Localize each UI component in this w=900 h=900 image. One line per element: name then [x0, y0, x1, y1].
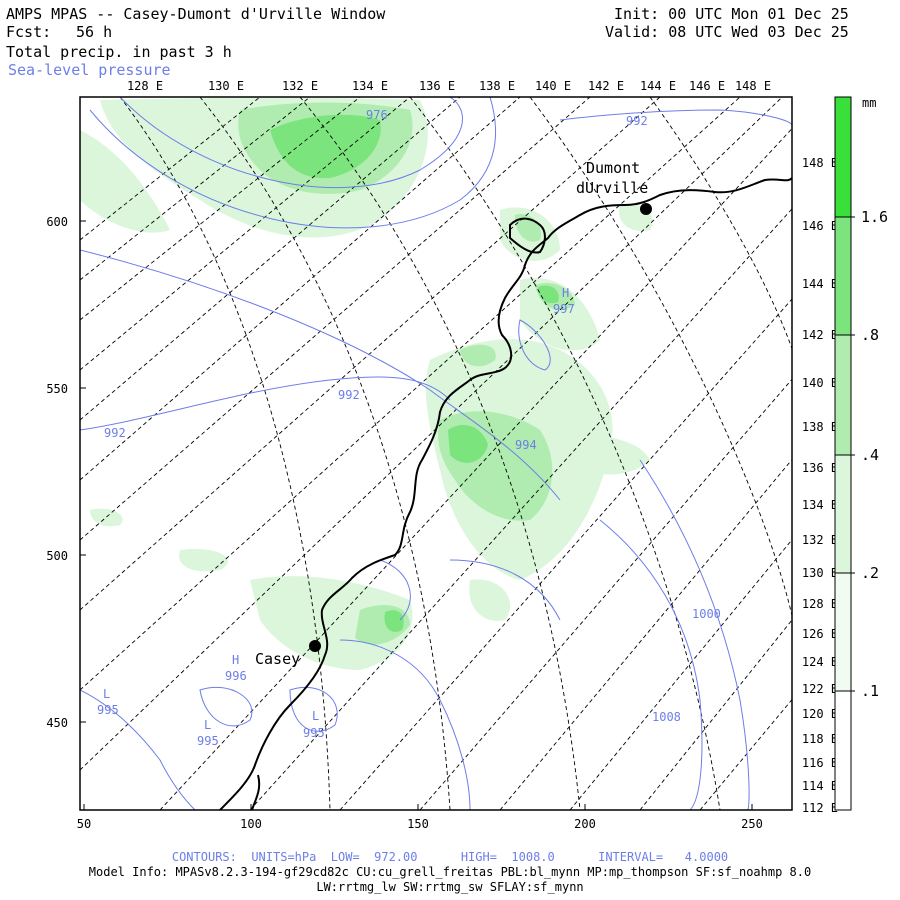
pressure-contours: [80, 97, 792, 810]
lon-label: 122 E: [802, 682, 838, 696]
contour-label: 995: [197, 734, 219, 748]
colorbar-segment: [835, 455, 851, 573]
lon-label: 118 E: [802, 732, 838, 746]
lon-label: 148 E: [735, 79, 771, 93]
model-info-line2: LW:rrtmg_lw SW:rrtmg_sw SFLAY:sf_mynn: [316, 880, 584, 894]
colorbar-level: .1: [861, 682, 879, 700]
left-ticks: [80, 220, 753, 810]
lon-label: 136 E: [802, 461, 838, 475]
init-time: Init: 00 UTC Mon 01 Dec 25: [614, 5, 849, 23]
contour-label: 994: [515, 438, 537, 452]
lon-label: 146 E: [689, 79, 725, 93]
station-label-casey: Casey: [255, 650, 300, 668]
colorbar-level: .8: [861, 326, 879, 344]
hl-label: L: [312, 709, 319, 723]
lon-label: 138 E: [802, 420, 838, 434]
colorbar-unit: mm: [862, 96, 876, 110]
lon-label: 138 E: [479, 79, 515, 93]
lon-label: 134 E: [352, 79, 388, 93]
contour-label: 992: [626, 114, 648, 128]
lon-label: 132 E: [282, 79, 318, 93]
contour-label: 1008: [652, 710, 681, 724]
contour-label: 996: [225, 669, 247, 683]
y-tick-label: 450: [46, 716, 68, 730]
lon-label: 144 E: [640, 79, 676, 93]
top-lon-labels: 128 E 130 E 132 E 134 E 136 E 138 E 140 …: [127, 79, 771, 93]
lon-label: 132 E: [802, 533, 838, 547]
contour-label: 995: [97, 703, 119, 717]
lon-label: 142 E: [802, 328, 838, 342]
bottom-axis-labels: 50 100 150 200 250: [77, 817, 763, 831]
lon-label: 124 E: [802, 655, 838, 669]
contour-label: 1000: [692, 607, 721, 621]
lon-label: 112 E: [802, 801, 838, 815]
colorbar-segment: [835, 335, 851, 455]
hl-label: H: [562, 286, 569, 300]
x-tick-label: 250: [741, 817, 763, 831]
contour-label: 976: [366, 108, 388, 122]
y-tick-label: 600: [46, 215, 68, 229]
lon-label: 136 E: [419, 79, 455, 93]
x-tick-label: 200: [574, 817, 596, 831]
coastline: [219, 177, 792, 810]
lon-label: 146 E: [802, 219, 838, 233]
station-label-dumont-line2: dUrville: [576, 179, 648, 197]
lon-label: 114 E: [802, 779, 838, 793]
valid-time: Valid: 08 UTC Wed 03 Dec 25: [605, 23, 849, 41]
right-lon-labels: 148 E 146 E 144 E 142 E 140 E 138 E 136 …: [802, 156, 838, 815]
lon-label: 130 E: [802, 566, 838, 580]
colorbar-level: 1.6: [861, 208, 888, 226]
hl-label: L: [103, 687, 110, 701]
x-tick-label: 50: [77, 817, 91, 831]
lon-label: 148 E: [802, 156, 838, 170]
lat-lon-grid: [80, 97, 792, 810]
lon-label: 142 E: [588, 79, 624, 93]
colorbar-segment: [835, 691, 851, 810]
field-name: Total precip. in past 3 h: [6, 43, 232, 61]
hl-label: H: [232, 653, 239, 667]
lon-label: 128 E: [802, 597, 838, 611]
lon-label: 140 E: [535, 79, 571, 93]
lon-label: 140 E: [802, 376, 838, 390]
colorbar-segment: [835, 217, 851, 335]
lon-label: 134 E: [802, 498, 838, 512]
station-label-dumont-line1: Dumont: [586, 159, 640, 177]
colorbar-segment: [835, 97, 851, 217]
model-info: Model Info: MPASv8.2.3-194-gf29cd82c CU:…: [88, 865, 812, 879]
y-tick-label: 500: [46, 549, 68, 563]
dumont-durville-station-marker: [640, 203, 652, 215]
lon-label: 126 E: [802, 627, 838, 641]
contour-label: 995: [303, 726, 325, 740]
x-tick-label: 100: [240, 817, 262, 831]
contour-label: 992: [104, 426, 126, 440]
lon-label: 130 E: [208, 79, 244, 93]
contour-labels: 976 992 992 992 994 997 996 995 995 995 …: [97, 108, 721, 748]
map-border: [79, 96, 793, 811]
colorbar-border: [834, 96, 852, 811]
contour-label: 997: [553, 302, 575, 316]
casey-station-marker: [309, 640, 321, 652]
lon-label: 116 E: [802, 756, 838, 770]
left-axis-labels: 600 550 500 450: [46, 215, 68, 730]
lon-label: 120 E: [802, 707, 838, 721]
precip-heavy: [270, 114, 559, 632]
forecast-hours: 56 h: [76, 23, 113, 41]
y-tick-label: 550: [46, 382, 68, 396]
x-tick-label: 150: [407, 817, 429, 831]
lon-label: 144 E: [802, 277, 838, 291]
map-title: AMPS MPAS -- Casey-Dumont d'Urville Wind…: [6, 5, 386, 23]
colorbar-segment: [835, 573, 851, 691]
colorbar-level: .2: [861, 564, 879, 582]
contour-label: 992: [338, 388, 360, 402]
forecast-label: Fcst:: [6, 23, 52, 41]
colorbar-level: .4: [861, 446, 879, 464]
hl-label: L: [204, 718, 211, 732]
overlay-name: Sea-level pressure: [8, 61, 171, 79]
lon-label: 128 E: [127, 79, 163, 93]
colorbar: mm 1.6 .8 .4 .2 .1: [834, 96, 888, 811]
contours-info: CONTOURS: UNITS=hPa LOW= 972.00 HIGH= 10…: [171, 850, 729, 864]
